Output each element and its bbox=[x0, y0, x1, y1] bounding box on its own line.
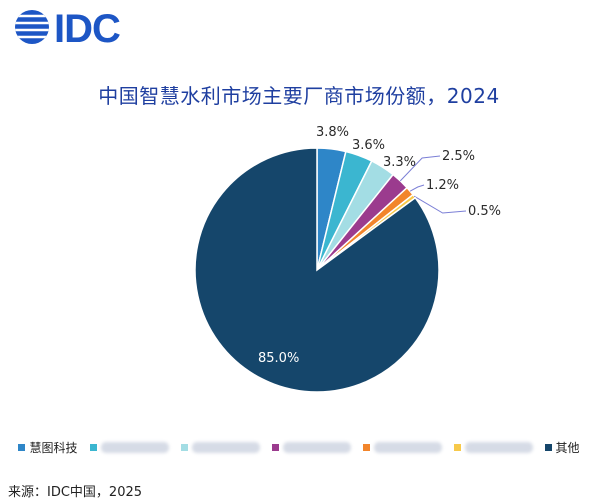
chart-title: 中国智慧水利市场主要厂商市场份额，2024 bbox=[98, 84, 500, 108]
legend-label-redacted bbox=[373, 441, 442, 453]
slice-data-label: 3.6% bbox=[352, 138, 385, 153]
legend-label-redacted bbox=[282, 441, 351, 453]
legend-swatch bbox=[453, 443, 461, 451]
source-note: 来源：IDC中国，2025 bbox=[8, 485, 143, 500]
legend-item bbox=[271, 441, 351, 453]
legend-item: 其他 bbox=[544, 439, 580, 456]
slice-data-label: 85.0% bbox=[258, 351, 299, 366]
legend-label: 慧图科技 bbox=[29, 440, 78, 455]
leader-line bbox=[409, 184, 425, 192]
legend-label-redacted bbox=[191, 441, 260, 453]
pie-slice bbox=[194, 147, 440, 393]
legend-swatch bbox=[544, 443, 552, 451]
slice-data-label: 3.3% bbox=[383, 155, 416, 170]
legend-label: 其他 bbox=[555, 440, 580, 455]
pie-chart: 3.8%3.6% 3.3% 2.5% 1.2% 0.5% 85.0% bbox=[194, 125, 501, 393]
idc-logo: IDC bbox=[15, 7, 121, 48]
chart-legend: 慧图科技 其他 bbox=[0, 436, 598, 458]
leader-line bbox=[413, 195, 467, 214]
legend-label-redacted bbox=[100, 441, 169, 453]
legend-item: 慧图科技 bbox=[18, 439, 78, 456]
legend-item bbox=[180, 441, 260, 453]
leader-line bbox=[399, 155, 441, 182]
legend-swatch bbox=[362, 443, 370, 451]
legend-swatch bbox=[180, 443, 188, 451]
slice-data-label: 0.5% bbox=[468, 204, 501, 219]
legend-item bbox=[453, 441, 533, 453]
slice-data-label: 1.2% bbox=[426, 178, 459, 193]
globe-icon bbox=[15, 10, 49, 44]
legend-item bbox=[362, 441, 442, 453]
legend-item bbox=[89, 441, 169, 453]
legend-label-redacted bbox=[464, 441, 533, 453]
slice-data-label: 2.5% bbox=[442, 149, 475, 164]
legend-swatch bbox=[89, 443, 97, 451]
slice-data-label: 3.8% bbox=[316, 125, 349, 140]
legend-swatch bbox=[18, 443, 26, 451]
logo-text: IDC bbox=[54, 7, 120, 48]
legend-swatch bbox=[271, 443, 279, 451]
